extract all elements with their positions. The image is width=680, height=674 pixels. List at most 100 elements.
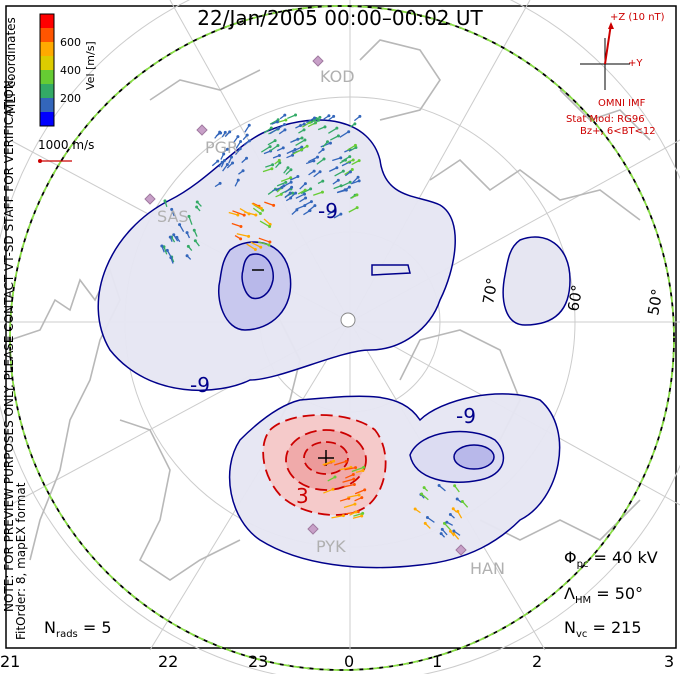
velocity-vector: [272, 186, 283, 192]
velocity-vector-origin: [347, 130, 351, 134]
pole-marker: [340, 312, 356, 328]
velocity-vector-origin: [326, 140, 330, 144]
velocity-vector: [232, 210, 245, 216]
lambda-subscript: HM: [574, 595, 592, 607]
velocity-vector: [313, 191, 323, 196]
dusk-cell-core: [241, 253, 274, 300]
velocity-vector-origin: [241, 169, 245, 173]
velocity-vector: [257, 241, 270, 246]
velocity-vector: [322, 460, 334, 466]
velocity-vector-origin: [309, 187, 313, 191]
velocity-vector-origin: [360, 514, 364, 518]
velocity-vector-origin: [335, 166, 339, 170]
velocity-vector-origin: [294, 113, 298, 117]
velocity-vector-origin: [303, 188, 307, 192]
radar-label: KOD: [320, 67, 355, 86]
velocity-vector-origin: [357, 179, 361, 183]
velocity-vector-origin: [440, 527, 444, 531]
velocity-vector: [264, 201, 274, 206]
velocity-vector: [295, 193, 305, 199]
colorbar-tick: 200: [60, 92, 81, 105]
velocity-vector-origin: [289, 168, 293, 172]
colorbar-frame: [39, 13, 55, 127]
latitude-label: 70°: [479, 276, 501, 305]
velocity-vector-origin: [347, 185, 351, 189]
velocity-vector-origin: [312, 169, 316, 173]
velocity-vector: [251, 202, 262, 209]
velocity-vector-origin: [452, 529, 456, 533]
mlt-label: 22: [158, 652, 179, 671]
velocity-vector: [250, 241, 262, 248]
velocity-vector-origin: [281, 146, 285, 150]
velocity-vector-origin: [304, 196, 308, 200]
lambda-value: = 50°: [591, 584, 644, 603]
mlt-label: 23: [248, 652, 269, 671]
velocity-vector-origin: [445, 520, 449, 524]
velocity-vector: [342, 478, 354, 483]
phi-subscript: pc: [576, 559, 589, 571]
velocity-vector-origin: [439, 532, 443, 536]
velocity-vector-origin: [187, 214, 191, 218]
velocity-vector-origin: [284, 118, 288, 122]
phi-symbol: Φ: [564, 548, 577, 567]
velocity-vector-origin: [236, 213, 240, 217]
mlt-label: 3: [664, 652, 675, 671]
velocity-vector-origin: [299, 123, 303, 127]
velocity-vector: [228, 211, 239, 216]
stat-model-line1: Stat Mod: RG96: [566, 114, 645, 125]
velocity-vector-origin: [302, 122, 306, 126]
velocity-vector-origin: [185, 254, 189, 258]
velocity-vector-origin: [175, 235, 179, 239]
velocity-vector: [295, 139, 306, 146]
velocity-vector-origin: [343, 188, 347, 192]
velocity-vector: [343, 483, 355, 488]
velocity-vector-origin: [353, 502, 357, 506]
velocity-vector-origin: [300, 145, 304, 149]
mlt-label: 0: [344, 652, 355, 671]
velocity-vector-origin: [425, 515, 429, 519]
colorbar-axis-label: Vel [m/s]: [84, 41, 97, 90]
colorbar-band: [40, 14, 54, 29]
colorbar-band: [40, 70, 54, 85]
velocity-vector-origin: [170, 207, 174, 211]
velocity-vector-origin: [357, 493, 361, 497]
velocity-vector-origin: [453, 484, 457, 488]
velocity-vector: [308, 156, 318, 163]
velocity-vector-origin: [219, 131, 223, 135]
velocity-vector-origin: [360, 496, 364, 500]
velocity-vector-origin: [336, 134, 340, 138]
lambda-symbol: Λ: [564, 584, 575, 603]
velocity-vector-origin: [245, 156, 249, 160]
velocity-vector-origin: [420, 492, 424, 496]
velocity-vector-origin: [239, 237, 243, 241]
velocity-vector-origin: [172, 233, 176, 237]
velocity-vector-origin: [270, 167, 274, 171]
imf-clock: [580, 22, 630, 90]
velocity-vector-origin: [350, 168, 354, 172]
velocity-vector-origin: [321, 148, 325, 152]
velocity-vector: [331, 514, 344, 519]
nvc-value: = 215: [587, 618, 642, 637]
contour-label: -9: [456, 404, 476, 428]
velocity-vector: [352, 515, 362, 519]
velocity-vector: [343, 503, 356, 509]
small-contour: [371, 264, 411, 276]
velocity-vector-origin: [339, 212, 343, 216]
velocity-vector-origin: [355, 193, 359, 197]
velocity-vector-origin: [186, 244, 190, 248]
velocity-vector-origin: [451, 507, 455, 511]
velocity-vector-origin: [456, 509, 460, 513]
velocity-vector: [334, 460, 347, 466]
colorbar-band: [40, 98, 54, 113]
morning-cell: [502, 236, 571, 326]
radar-label: SAS: [157, 207, 189, 226]
velocity-vector-origin: [437, 483, 441, 487]
velocity-vector: [276, 181, 287, 187]
velocity-vector-origin: [247, 123, 251, 127]
velocity-vector-origin: [321, 179, 325, 183]
velocity-vector-origin: [178, 223, 182, 227]
velocity-vector: [341, 181, 351, 187]
velocity-vector: [262, 168, 273, 173]
velocity-vector: [351, 466, 364, 473]
velocity-vector-origin: [231, 161, 235, 165]
